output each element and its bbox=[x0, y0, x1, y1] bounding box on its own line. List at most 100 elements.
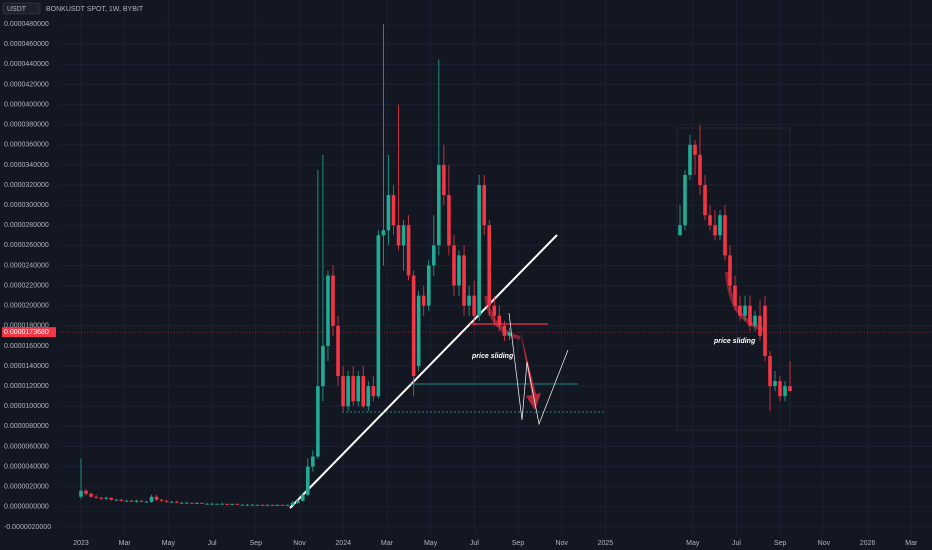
candle-body bbox=[693, 144, 697, 155]
candle-body bbox=[336, 325, 340, 377]
y-tick-label: 0.0000340000 bbox=[4, 162, 49, 169]
candle-body bbox=[462, 255, 466, 306]
candle-body bbox=[290, 502, 295, 505]
candle-body bbox=[174, 501, 179, 503]
candle-body bbox=[190, 502, 194, 504]
candle-body bbox=[134, 500, 139, 502]
candle-body bbox=[316, 386, 320, 457]
candle-body bbox=[487, 225, 492, 306]
candle-body bbox=[240, 504, 245, 506]
candle-body bbox=[768, 355, 772, 387]
x-tick-label: Nov bbox=[555, 540, 568, 547]
candle-body bbox=[210, 503, 214, 505]
candle-body bbox=[758, 315, 762, 336]
candle-body bbox=[457, 255, 461, 286]
candle-body bbox=[154, 496, 159, 500]
y-tick-label: 0.0000420000 bbox=[4, 81, 49, 88]
candle-body bbox=[255, 504, 260, 506]
x-tick-label: 2025 bbox=[598, 540, 614, 547]
currency[interactable]: USDT bbox=[7, 6, 27, 13]
x-tick-label: 2023 bbox=[73, 540, 89, 547]
y-tick-label: 0.0000280000 bbox=[4, 222, 49, 229]
candle-body bbox=[733, 285, 737, 306]
grid bbox=[60, 0, 932, 535]
candle-body bbox=[416, 295, 421, 367]
candle-body bbox=[683, 174, 687, 226]
candle-body bbox=[225, 503, 229, 505]
candle-body bbox=[386, 195, 391, 231]
y-tick-label: 0.0000140000 bbox=[4, 363, 49, 370]
y-tick-label: 0.0000180000 bbox=[4, 323, 49, 330]
y-tick-label: 0.0000060000 bbox=[4, 443, 49, 450]
y-tick-label: 0.0000460000 bbox=[4, 41, 49, 48]
candle-body bbox=[788, 386, 792, 392]
candle-body bbox=[718, 215, 722, 236]
y-tick-label: 0.0000160000 bbox=[4, 343, 49, 350]
y-tick-label: 0.0000360000 bbox=[4, 142, 49, 149]
candle-body bbox=[371, 386, 376, 397]
candle-body bbox=[321, 345, 325, 387]
x-tick-label: Jul bbox=[732, 540, 741, 547]
y-tick-label: 0.0000480000 bbox=[4, 21, 49, 28]
candle-body bbox=[139, 500, 144, 502]
x-tick-label: 2026 bbox=[860, 540, 876, 547]
candle-body bbox=[411, 275, 416, 377]
pattern-box bbox=[676, 127, 791, 431]
candle-body bbox=[109, 497, 114, 500]
candle-body bbox=[437, 164, 441, 246]
y-tick-label: 0.0000040000 bbox=[4, 463, 49, 470]
x-tick-label: 2024 bbox=[335, 540, 351, 547]
y-tick-label: 0.0000440000 bbox=[4, 61, 49, 68]
candle-body bbox=[723, 215, 727, 256]
candle-body bbox=[698, 154, 702, 186]
x-tick-label: Nov bbox=[818, 540, 831, 547]
y-tick-label: 0.0000100000 bbox=[4, 403, 49, 410]
candle-body bbox=[124, 500, 129, 502]
candle-body bbox=[406, 225, 411, 276]
candle-body bbox=[763, 305, 767, 356]
x-tick-label: Mar bbox=[905, 540, 918, 547]
candle-body bbox=[129, 500, 134, 502]
candle-body bbox=[678, 225, 682, 236]
candle-body bbox=[381, 230, 386, 236]
candle-body bbox=[285, 504, 290, 506]
candle-body bbox=[295, 500, 300, 503]
annotation: price sliding bbox=[471, 353, 514, 360]
x-tick-label: Nov bbox=[293, 540, 306, 547]
x-tick-label: Mar bbox=[119, 540, 132, 547]
candle-body bbox=[502, 325, 507, 336]
currency-box[interactable] bbox=[2, 2, 41, 15]
candle-body bbox=[743, 305, 747, 316]
candle-body bbox=[235, 503, 240, 505]
x-tick-label: Jul bbox=[208, 540, 217, 547]
candle-body bbox=[84, 490, 88, 494]
current-price-box bbox=[2, 327, 56, 338]
y-tick-label: 0.0000240000 bbox=[4, 262, 49, 269]
y-tick-label: 0.0000120000 bbox=[4, 383, 49, 390]
candle-body bbox=[270, 504, 275, 506]
x-tick-label: Mar bbox=[381, 540, 394, 547]
candle-body bbox=[200, 502, 204, 504]
y-tick-label: 0.0000300000 bbox=[4, 202, 49, 209]
candle-body bbox=[783, 386, 787, 397]
candle-body bbox=[507, 332, 512, 336]
annotation: price sliding bbox=[713, 338, 756, 345]
trend-line bbox=[289, 234, 558, 509]
y-tick-label: 0.0000380000 bbox=[4, 122, 49, 129]
x-tick-label: Jul bbox=[470, 540, 479, 547]
candle-body bbox=[492, 305, 497, 316]
candle-body bbox=[104, 497, 108, 499]
x-tick-label: May bbox=[424, 540, 438, 547]
candle-body bbox=[472, 295, 476, 316]
candle-body bbox=[401, 225, 406, 246]
candle-body bbox=[366, 386, 371, 407]
candle-body bbox=[180, 502, 184, 504]
candle-body bbox=[432, 245, 436, 266]
candle-body bbox=[738, 305, 742, 316]
y-tick-label: 0.0000320000 bbox=[4, 182, 49, 189]
y-tick-label: 0.0000080000 bbox=[4, 423, 49, 430]
candle-body bbox=[280, 504, 285, 506]
candle-body bbox=[149, 496, 154, 502]
